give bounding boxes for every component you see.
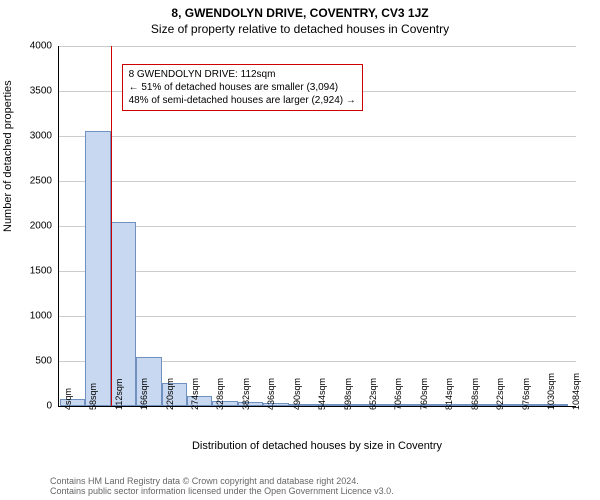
x-tick-label: 166sqm: [139, 378, 149, 410]
x-tick-label: 436sqm: [266, 378, 276, 410]
y-tick-label: 1500: [30, 266, 52, 277]
annotation-callout: 8 GWENDOLYN DRIVE: 112sqm← 51% of detach…: [122, 64, 363, 111]
x-tick-label: 868sqm: [470, 378, 480, 410]
x-axis-label: Distribution of detached houses by size …: [58, 440, 576, 452]
property-marker-line: [111, 46, 112, 406]
grid-line: [58, 136, 576, 137]
y-tick-label: 4000: [30, 41, 52, 52]
histogram-chart: 8, GWENDOLYN DRIVE, COVENTRY, CV3 1JZ Si…: [0, 0, 600, 500]
x-tick-label: 220sqm: [165, 378, 175, 410]
x-tick-label: 4sqm: [63, 388, 73, 410]
annotation-line2: ← 51% of detached houses are smaller (3,…: [129, 81, 356, 94]
grid-line: [58, 181, 576, 182]
chart-subtitle: Size of property relative to detached ho…: [0, 20, 600, 36]
x-tick-label: 490sqm: [292, 378, 302, 410]
footer-line1: Contains HM Land Registry data © Crown c…: [50, 476, 394, 486]
y-tick-label: 3000: [30, 131, 52, 142]
annotation-line1: 8 GWENDOLYN DRIVE: 112sqm: [129, 68, 356, 81]
y-tick-label: 0: [46, 401, 52, 412]
plot-area: 8 GWENDOLYN DRIVE: 112sqm← 51% of detach…: [58, 46, 576, 406]
x-tick-label: 760sqm: [419, 378, 429, 410]
y-tick-label: 500: [35, 356, 52, 367]
annotation-line3: 48% of semi-detached houses are larger (…: [129, 94, 356, 107]
y-tick-label: 2000: [30, 221, 52, 232]
y-axis: 05001000150020002500300035004000: [0, 46, 58, 406]
chart-title-address: 8, GWENDOLYN DRIVE, COVENTRY, CV3 1JZ: [0, 0, 600, 20]
x-tick-label: 814sqm: [444, 378, 454, 410]
x-tick-label: 976sqm: [521, 378, 531, 410]
x-tick-label: 598sqm: [343, 378, 353, 410]
y-tick-label: 3500: [30, 86, 52, 97]
y-tick-label: 1000: [30, 311, 52, 322]
x-tick-label: 544sqm: [317, 378, 327, 410]
y-axis-line: [58, 46, 59, 406]
x-tick-label: 922sqm: [495, 378, 505, 410]
histogram-bar: [85, 131, 110, 406]
x-tick-label: 1084sqm: [571, 373, 581, 410]
x-tick-label: 112sqm: [114, 379, 124, 410]
x-tick-label: 58sqm: [88, 383, 98, 410]
grid-line: [58, 46, 576, 47]
x-tick-label: 382sqm: [241, 378, 251, 410]
x-tick-label: 706sqm: [393, 378, 403, 410]
footer-line2: Contains public sector information licen…: [50, 486, 394, 496]
x-tick-label: 1030sqm: [546, 373, 556, 410]
x-tick-label: 274sqm: [190, 378, 200, 410]
x-tick-label: 652sqm: [368, 378, 378, 410]
x-tick-label: 328sqm: [215, 378, 225, 410]
y-tick-label: 2500: [30, 176, 52, 187]
footer-attribution: Contains HM Land Registry data © Crown c…: [50, 476, 394, 496]
